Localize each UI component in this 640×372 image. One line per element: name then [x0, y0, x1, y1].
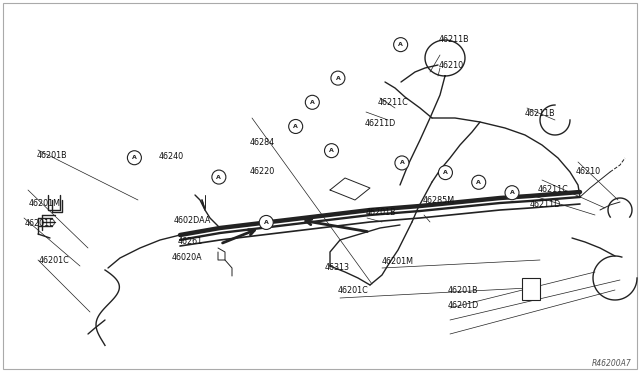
Circle shape — [259, 215, 273, 230]
Text: 46211C: 46211C — [378, 98, 408, 107]
Text: 46020A: 46020A — [172, 253, 202, 262]
Text: 46211C: 46211C — [538, 185, 568, 194]
Text: 46313: 46313 — [325, 263, 350, 272]
Text: 46240: 46240 — [159, 153, 184, 161]
Text: 46220: 46220 — [250, 167, 275, 176]
Text: 46210: 46210 — [438, 61, 463, 70]
Text: A: A — [216, 174, 221, 180]
Text: 46210: 46210 — [576, 167, 601, 176]
Text: 46201M: 46201M — [381, 257, 413, 266]
Text: 46201C: 46201C — [338, 286, 369, 295]
Circle shape — [438, 166, 452, 180]
Text: 46201C: 46201C — [38, 256, 69, 265]
Circle shape — [127, 151, 141, 165]
Text: 46284: 46284 — [250, 138, 275, 147]
Text: A: A — [329, 148, 334, 153]
Circle shape — [289, 119, 303, 134]
Circle shape — [331, 71, 345, 85]
Circle shape — [212, 170, 226, 184]
Bar — [522, 278, 540, 300]
Text: 46211D: 46211D — [365, 119, 396, 128]
Text: A: A — [443, 170, 448, 175]
Text: A: A — [476, 180, 481, 185]
Text: 46201D: 46201D — [24, 219, 56, 228]
Text: A: A — [509, 190, 515, 195]
Text: 46201M: 46201M — [28, 199, 60, 208]
Text: 46211B: 46211B — [525, 109, 556, 118]
Circle shape — [505, 186, 519, 200]
Text: A: A — [264, 220, 269, 225]
Text: A: A — [335, 76, 340, 81]
Text: A: A — [132, 155, 137, 160]
Circle shape — [395, 156, 409, 170]
Text: A: A — [310, 100, 315, 105]
Text: 46201B: 46201B — [366, 208, 397, 217]
Text: 46201B: 46201B — [448, 286, 479, 295]
Text: A: A — [398, 42, 403, 47]
Text: R46200A7: R46200A7 — [592, 359, 632, 368]
Text: A: A — [399, 160, 404, 166]
Text: 46261: 46261 — [178, 237, 203, 246]
Text: 46201B: 46201B — [37, 151, 68, 160]
Text: 46285M: 46285M — [422, 196, 454, 205]
Circle shape — [472, 175, 486, 189]
Circle shape — [305, 95, 319, 109]
Text: 4602DAA: 4602DAA — [174, 216, 211, 225]
Text: 46211B: 46211B — [438, 35, 469, 44]
Circle shape — [394, 38, 408, 52]
Text: 46211D: 46211D — [530, 200, 561, 209]
Text: 46201D: 46201D — [448, 301, 479, 310]
Text: A: A — [293, 124, 298, 129]
Circle shape — [324, 144, 339, 158]
